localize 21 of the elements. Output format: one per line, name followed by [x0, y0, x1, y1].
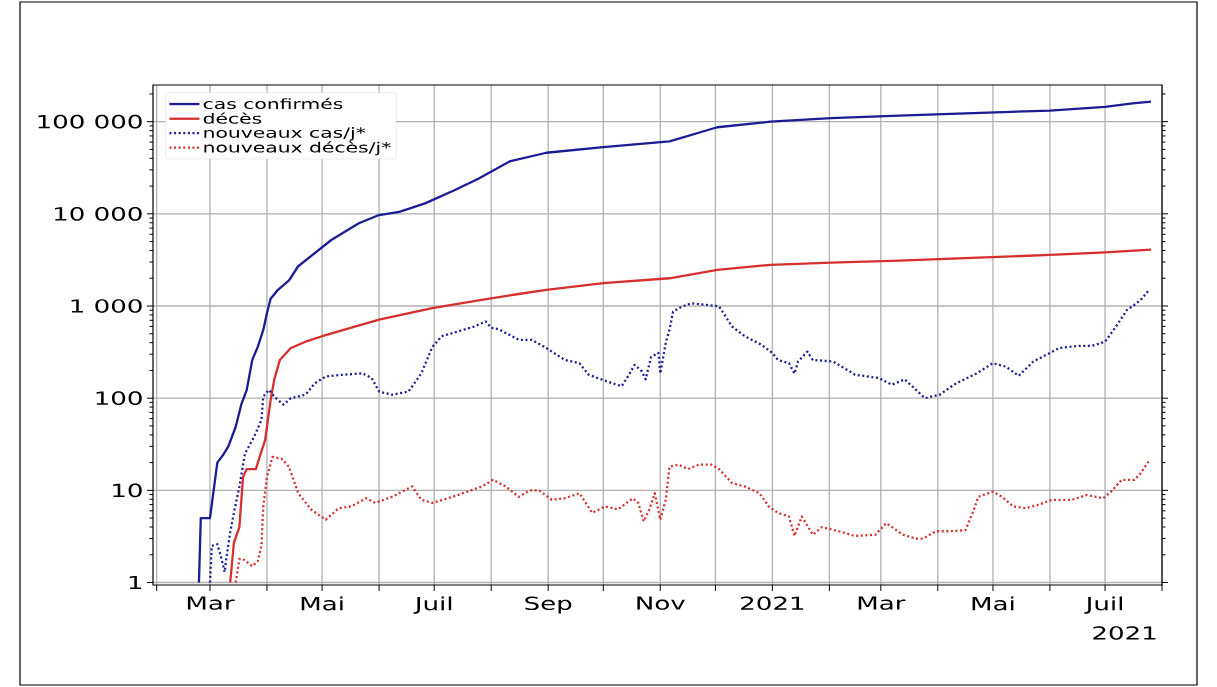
- x-tick-label: Nov: [637, 596, 685, 610]
- x-tick-label: Mar: [858, 596, 906, 610]
- y-tick-label: 1: [129, 575, 142, 590]
- x-tick-label: Mai: [972, 596, 1014, 611]
- y-tick-label: 100 000: [38, 114, 142, 129]
- x-tick-label: Sep: [525, 596, 572, 614]
- legend-label: décès: [203, 112, 262, 124]
- line-series: [234, 455, 1151, 584]
- x-tick-label: 2021: [741, 596, 804, 611]
- legend-label: nouveaux décès/j*: [204, 141, 391, 156]
- y-tick-label: 10 000: [55, 207, 142, 221]
- y-tick-label: 10: [113, 483, 142, 498]
- x-tick-label: Mar: [187, 596, 235, 610]
- legend-label: cas confirmés: [203, 97, 343, 110]
- x-tick-label: Mai: [301, 596, 343, 611]
- y-tick-label: 100: [96, 391, 142, 405]
- legend-label: nouveaux cas/j*: [204, 127, 366, 141]
- y-tick-label: 1 000: [71, 299, 142, 313]
- x-tick-label: Juil: [1084, 596, 1122, 614]
- text: 2021: [1093, 626, 1156, 640]
- x-tick-label: Juil: [413, 596, 452, 614]
